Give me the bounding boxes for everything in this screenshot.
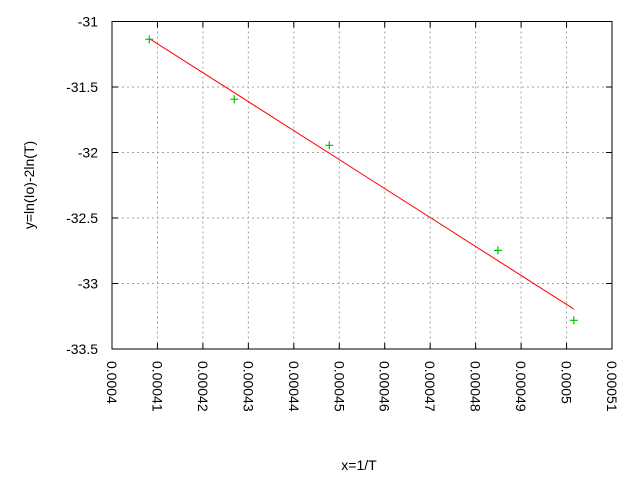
x-tick-label: 0.00046 bbox=[377, 361, 393, 412]
data-point bbox=[493, 246, 502, 255]
fit-line-group bbox=[149, 38, 575, 310]
ticks: 0.0004 0.00041 0.00042 0.00043 0.00044 0.0004… bbox=[66, 14, 620, 412]
y-tick-label: -33 bbox=[78, 276, 98, 292]
x-tick-label: 0.0005 bbox=[559, 361, 575, 404]
data-point bbox=[325, 141, 334, 150]
x-axis-label: x=1/T bbox=[341, 457, 377, 473]
x-tick-label: 0.00049 bbox=[513, 361, 529, 412]
data-point bbox=[145, 35, 154, 44]
y-tick-label: -31 bbox=[78, 14, 98, 30]
x-tick-label: 0.00041 bbox=[149, 361, 165, 412]
fit-line bbox=[149, 38, 575, 310]
x-tick-label: 0.00043 bbox=[240, 361, 256, 412]
points-group bbox=[145, 35, 578, 325]
y-tick-label: -32.5 bbox=[66, 210, 98, 226]
x-tick-label: 0.00047 bbox=[422, 361, 438, 412]
y-tick-label: -31.5 bbox=[66, 79, 98, 95]
grid bbox=[112, 21, 612, 349]
x-tick-label: 0.0004 bbox=[104, 361, 120, 404]
x-tick-label: 0.00042 bbox=[195, 361, 211, 412]
x-tick-label: 0.00045 bbox=[331, 361, 347, 412]
plot-border bbox=[111, 21, 613, 350]
x-tick-label: 0.00044 bbox=[286, 361, 302, 412]
x-tick-label: 0.00051 bbox=[604, 361, 620, 412]
y-tick-label: -33.5 bbox=[66, 341, 98, 357]
data-point bbox=[569, 316, 578, 325]
y-axis-label: y=ln(Io)-2ln(T) bbox=[21, 141, 37, 229]
x-tick-label: 0.00048 bbox=[468, 361, 484, 412]
y-tick-label: -32 bbox=[78, 145, 98, 161]
data-point bbox=[230, 95, 239, 104]
